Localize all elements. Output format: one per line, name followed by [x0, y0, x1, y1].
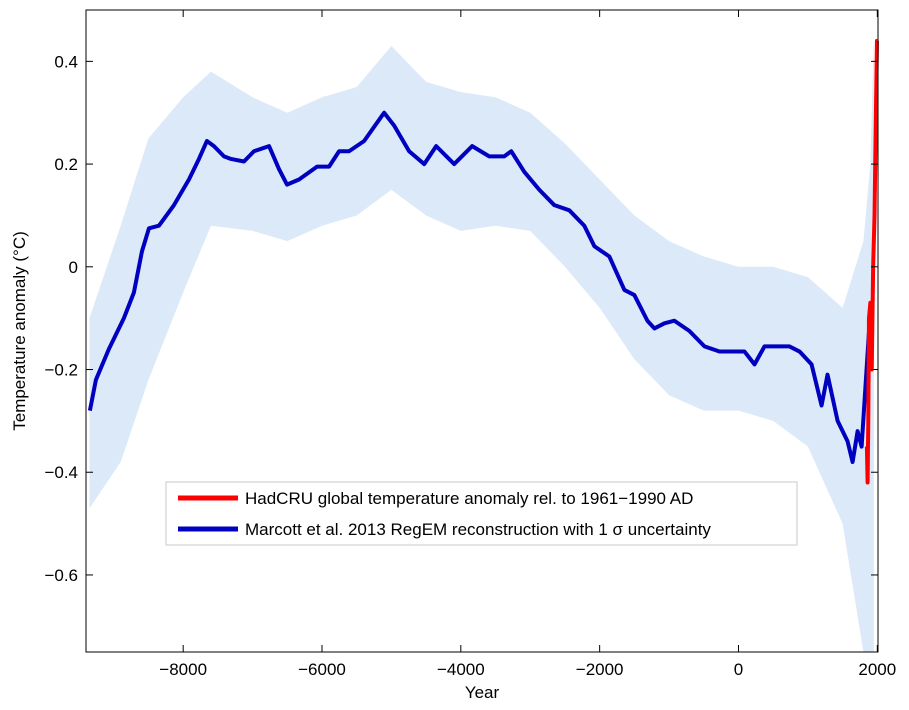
x-tick-label: −2000 [576, 660, 624, 679]
y-tick-label: −0.2 [44, 361, 78, 380]
x-axis-label: Year [465, 683, 500, 702]
y-tick-label: 0 [69, 258, 78, 277]
x-tick-label: −8000 [159, 660, 207, 679]
x-tick-label: 0 [734, 660, 743, 679]
x-tick-label: −4000 [437, 660, 485, 679]
legend-label-hadcru: HadCRU global temperature anomaly rel. t… [245, 489, 693, 508]
x-tick-label: −6000 [298, 660, 346, 679]
x-tick-label: 2000 [858, 660, 896, 679]
legend: HadCRU global temperature anomaly rel. t… [165, 481, 798, 546]
legend-label-marcott: Marcott et al. 2013 RegEM reconstruction… [245, 520, 711, 539]
y-axis-label: Temperature anomaly (°C) [10, 231, 29, 431]
series-line-marcott [87, 110, 872, 464]
y-tick-label: 0.4 [54, 52, 78, 71]
y-tick-label: −0.4 [44, 463, 78, 482]
legend-box [165, 481, 798, 546]
plot-frame [85, 9, 879, 653]
uncertainty-band [89, 35, 874, 653]
y-tick-label: −0.6 [44, 566, 78, 585]
y-tick-label: 0.2 [54, 155, 78, 174]
